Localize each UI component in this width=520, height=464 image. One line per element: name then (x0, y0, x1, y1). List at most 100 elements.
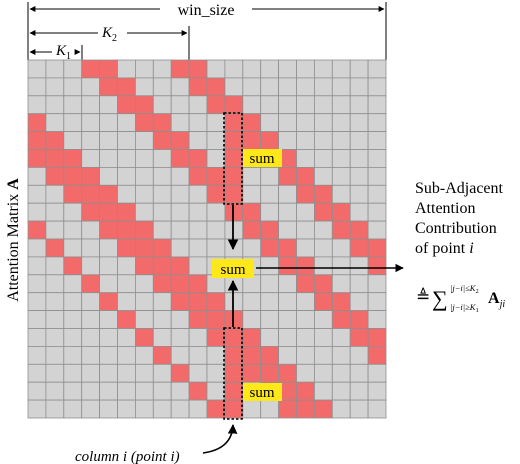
caption-line-3: Contribution (415, 220, 497, 237)
matrix-cell (63, 59, 83, 79)
matrix-cell (63, 345, 83, 365)
matrix-cell-highlighted (81, 184, 100, 204)
matrix-cell (206, 131, 226, 150)
matrix-cell (278, 345, 297, 365)
caption: Sub-Adjacent Attention Contribution of p… (415, 180, 504, 257)
matrix-cell (242, 238, 262, 258)
formula-lower-limit: |j−i|≥K1 (450, 302, 479, 314)
matrix-cell (313, 220, 333, 240)
matrix-cell (296, 59, 315, 79)
matrix-cell-highlighted (367, 345, 387, 365)
matrix-cell (206, 381, 226, 401)
matrix-cell-highlighted (27, 131, 47, 150)
matrix-cell (170, 238, 190, 258)
matrix-cell (117, 131, 136, 150)
matrix-cell (296, 345, 315, 365)
matrix-cell-highlighted (152, 238, 172, 258)
matrix-cell-highlighted (99, 202, 118, 222)
matrix-cell (117, 399, 136, 419)
matrix-cell (81, 328, 100, 347)
matrix-cell (99, 345, 118, 365)
matrix-cell-highlighted (313, 202, 333, 222)
matrix-cell-highlighted (242, 328, 262, 347)
matrix-cell (152, 184, 172, 204)
matrix-cell (224, 59, 244, 79)
sum-label-top: sum (243, 149, 282, 167)
matrix-cell-highlighted (313, 399, 333, 419)
matrix-cell-highlighted (134, 238, 154, 258)
matrix-cell (170, 310, 190, 329)
matrix-cell (278, 328, 297, 347)
matrix-cell-highlighted (331, 220, 351, 240)
matrix-cell (331, 77, 351, 97)
matrix-cell (278, 77, 297, 97)
dimension-markers: win_size K2 K1 (27, 2, 387, 62)
matrix-cell (117, 149, 136, 168)
matrix-cell-highlighted (260, 238, 280, 258)
matrix-cell (367, 166, 387, 186)
matrix-cell-highlighted (260, 345, 280, 365)
matrix-cell (367, 202, 387, 222)
formula-term: Aji (488, 290, 505, 310)
matrix-cell-highlighted (349, 328, 369, 347)
matrix-cell-highlighted (206, 292, 226, 312)
matrix-cell (260, 77, 280, 97)
matrix-cell (349, 345, 369, 365)
matrix-cell-highlighted (206, 95, 226, 115)
matrix-cell (349, 95, 369, 115)
matrix-cell (313, 310, 333, 329)
matrix-cell (99, 131, 118, 150)
matrix-cell (117, 363, 136, 383)
matrix-cell-highlighted (117, 220, 136, 240)
matrix-cell (313, 345, 333, 365)
matrix-cell-highlighted (188, 381, 208, 401)
matrix-cell-highlighted (170, 292, 190, 312)
matrix-cell (206, 149, 226, 168)
matrix-cell (81, 381, 100, 401)
matrix-cell (260, 310, 280, 329)
matrix-cell (331, 184, 351, 204)
matrix-cell (81, 113, 100, 132)
matrix-cell-highlighted (152, 131, 172, 150)
matrix-cell-highlighted (170, 363, 190, 383)
matrix-cell (117, 381, 136, 401)
matrix-cell (206, 238, 226, 258)
matrix-cell (278, 113, 297, 132)
matrix-cell (99, 310, 118, 329)
matrix-cell (278, 202, 297, 222)
matrix-cell (278, 292, 297, 312)
matrix-cell (349, 113, 369, 132)
matrix-cell (367, 292, 387, 312)
matrix-cell (134, 149, 154, 168)
matrix-cell-highlighted (134, 95, 154, 115)
attention-matrix-grid (27, 59, 387, 419)
matrix-cell (331, 381, 351, 401)
matrix-cell (99, 363, 118, 383)
matrix-cell (206, 202, 226, 222)
matrix-cell (45, 77, 65, 97)
matrix-cell (81, 292, 100, 312)
matrix-cell (99, 95, 118, 115)
matrix-cell (170, 345, 190, 365)
matrix-cell (27, 274, 47, 294)
matrix-cell (188, 95, 208, 115)
matrix-cell (367, 310, 387, 329)
matrix-cell (27, 256, 47, 276)
matrix-cell-highlighted (170, 131, 190, 150)
matrix-cell (278, 184, 297, 204)
matrix-cell (331, 59, 351, 79)
matrix-cell (63, 113, 83, 132)
matrix-cell (296, 292, 315, 312)
matrix-cell (242, 399, 262, 419)
matrix-cell (331, 149, 351, 168)
matrix-cell (117, 328, 136, 347)
matrix-cell (296, 131, 315, 150)
matrix-cell (45, 184, 65, 204)
matrix-cell (278, 220, 297, 240)
matrix-cell-highlighted (260, 131, 280, 150)
matrix-cell-highlighted (296, 381, 315, 401)
matrix-cell (296, 310, 315, 329)
matrix-cell (117, 59, 136, 79)
matrix-cell-highlighted (170, 274, 190, 294)
matrix-cell (331, 113, 351, 132)
